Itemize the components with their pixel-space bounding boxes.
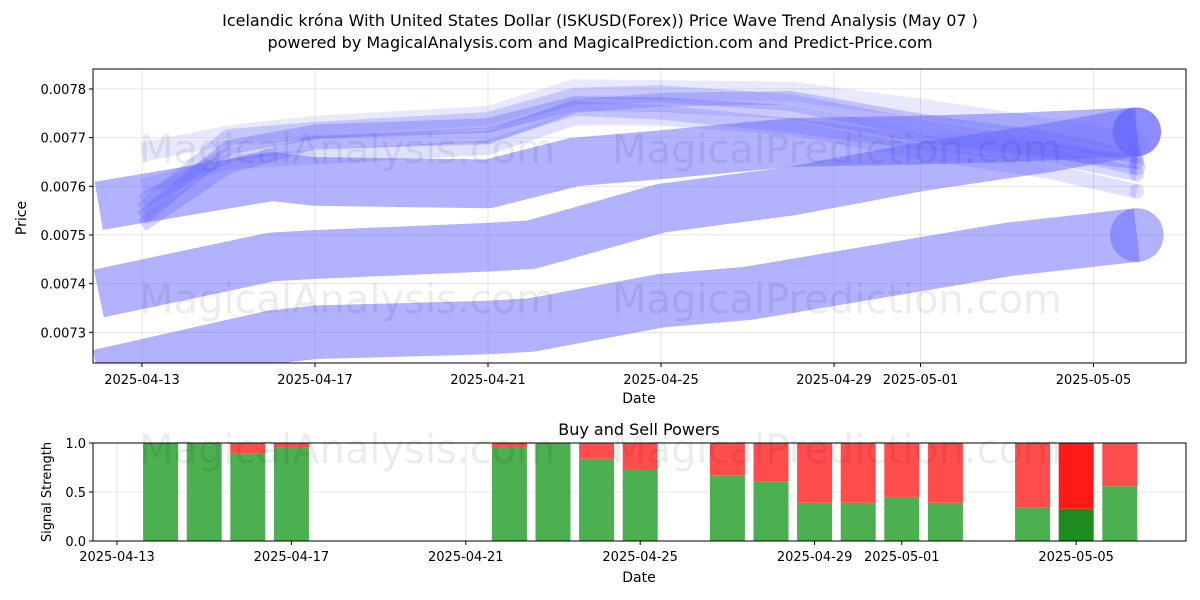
sell-power-bar: [840, 443, 876, 503]
watermark-prediction-1: MagicalPrediction.com: [612, 127, 1062, 173]
price-wave-band: [93, 107, 1142, 318]
buy-power-bar: [535, 443, 571, 541]
buy-power-bar: [927, 502, 963, 541]
sell-power-bar: [273, 443, 309, 448]
sell-power-bar: [491, 443, 527, 447]
chart-subtitle: powered by MagicalAnalysis.com and Magic…: [267, 33, 932, 52]
price-wave-band-end: [1129, 166, 1145, 182]
sell-power-bar: [884, 443, 920, 497]
buy-power-bar: [579, 458, 615, 541]
buy-power-bar: [1102, 486, 1138, 541]
watermark-prediction-3: MagicalPrediction.com: [612, 427, 1062, 473]
price-wave-band-end: [1129, 183, 1145, 199]
powers-x-tick-label: 2025-04-29: [777, 550, 853, 565]
price-x-tick-label: 2025-04-29: [796, 373, 872, 388]
buy-power-bar: [186, 443, 222, 541]
powers-x-tick-label: 2025-04-17: [254, 550, 330, 565]
price-y-tick-label: 0.0074: [41, 278, 87, 293]
powers-x-tick-label: 2025-04-13: [79, 550, 155, 565]
price-y-tick-label: 0.0078: [41, 83, 87, 98]
price-watermarks: MagicalAnalysis.com MagicalPrediction.co…: [139, 127, 1062, 323]
price-y-axis-label: Price: [14, 201, 30, 235]
sell-power-bar: [709, 443, 745, 476]
watermark-analysis-3: MagicalAnalysis.com: [139, 427, 555, 473]
price-wave-band-end: [1110, 208, 1164, 262]
price-x-tick-label: 2025-04-25: [623, 373, 699, 388]
powers-bars: [143, 443, 1138, 541]
price-wave-band-end: [1128, 158, 1146, 176]
price-x-tick-label: 2025-04-13: [104, 373, 180, 388]
sell-power-bar: [230, 443, 266, 454]
buy-power-bar: [273, 447, 309, 541]
powers-y-tick-label: 0.0: [65, 535, 86, 550]
watermark-analysis-1: MagicalAnalysis.com: [139, 127, 555, 173]
powers-x-tick-label: 2025-05-05: [1038, 550, 1114, 565]
buy-power-bar: [622, 469, 658, 541]
sell-power-bar: [579, 443, 615, 459]
sell-power-bar: [1102, 443, 1138, 487]
sell-power-bar: [797, 443, 833, 503]
sell-power-bar: [622, 443, 658, 470]
powers-axes: 2025-04-13 2025-04-17 2025-04-21 2025-04-25…: [65, 437, 1114, 565]
powers-x-tick-label: 2025-04-21: [428, 550, 504, 565]
price-x-tick-label: 2025-05-01: [883, 373, 959, 388]
price-wave-band-end: [1112, 107, 1162, 157]
price-wave-band-end: [1129, 154, 1145, 170]
price-y-tick-label: 0.0076: [41, 180, 87, 195]
price-wave-bands: [93, 79, 1164, 363]
buy-power-bar: [143, 443, 179, 541]
buy-power-bar: [840, 502, 876, 541]
powers-watermarks: MagicalAnalysis.com MagicalPrediction.co…: [139, 427, 1062, 473]
buy-power-bar: [753, 481, 789, 541]
powers-x-tick-label: 2025-04-25: [602, 550, 678, 565]
price-x-axis-label: Date: [622, 391, 655, 407]
powers-x-tick-label: 2025-05-01: [864, 550, 940, 565]
price-plot-frame: [92, 68, 1187, 364]
watermark-analysis-2: MagicalAnalysis.com: [139, 277, 555, 323]
price-x-tick-label: 2025-04-21: [450, 373, 526, 388]
buy-power-bar: [1058, 508, 1094, 541]
sell-power-bar: [753, 443, 789, 482]
price-y-tick-label: 0.0075: [41, 229, 87, 244]
buy-power-bar: [491, 446, 527, 541]
buy-power-bar: [230, 453, 266, 541]
watermark-prediction-2: MagicalPrediction.com: [612, 277, 1062, 323]
sell-power-bar: [927, 443, 963, 503]
buy-power-bar: [1015, 507, 1051, 541]
sell-power-bar: [1058, 443, 1094, 509]
powers-x-axis-label: Date: [622, 570, 655, 586]
buy-power-bar: [709, 475, 745, 541]
price-y-tick-label: 0.0073: [41, 326, 87, 341]
price-axes: 2025-04-13 2025-04-17 2025-04-21 2025-04-25…: [41, 83, 1132, 388]
price-x-tick-label: 2025-04-17: [277, 373, 353, 388]
price-wave-band: [93, 208, 1140, 363]
powers-y-tick-label: 1.0: [65, 437, 86, 452]
sell-power-bar: [1015, 443, 1051, 508]
buy-power-bar: [884, 496, 920, 541]
price-y-tick-label: 0.0077: [41, 132, 87, 147]
powers-title: Buy and Sell Powers: [558, 420, 720, 439]
price-x-tick-label: 2025-05-05: [1056, 373, 1132, 388]
buy-power-bar: [797, 502, 833, 541]
chart-title: Icelandic króna With United States Dolla…: [222, 11, 978, 30]
powers-y-tick-label: 0.5: [65, 486, 86, 501]
powers-y-axis-label: Signal Strength: [40, 442, 55, 542]
